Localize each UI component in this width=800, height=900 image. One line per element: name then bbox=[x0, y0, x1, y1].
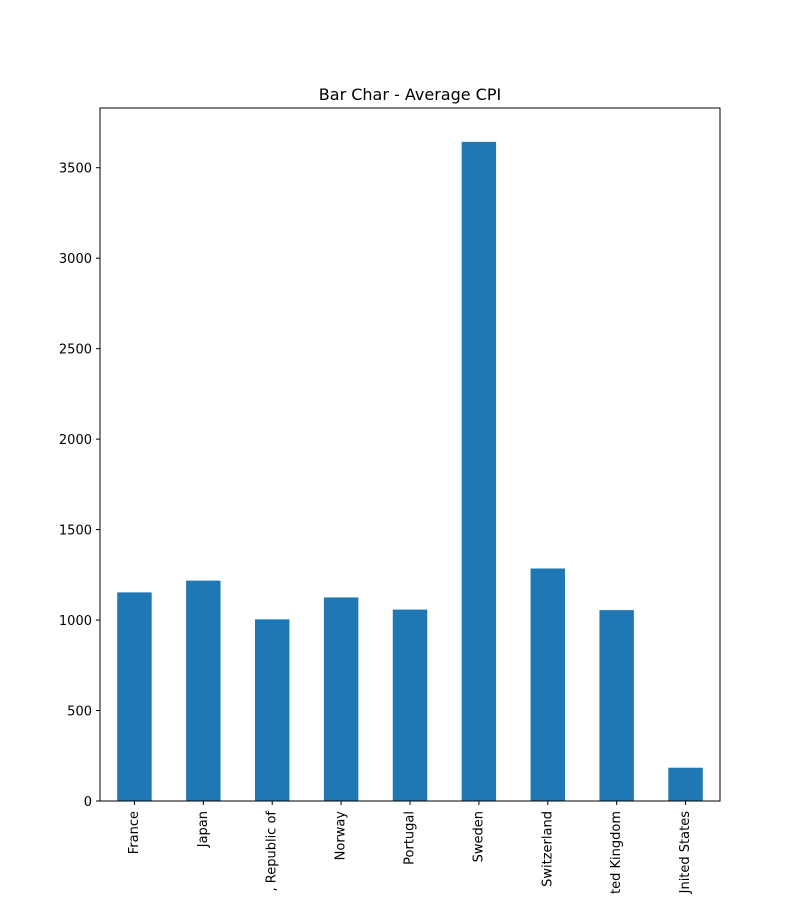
bar-france bbox=[117, 592, 152, 801]
y-axis: 0 500 1000 1500 2000 2500 3000 3500 bbox=[59, 162, 100, 810]
x-axis: France Japan , Republic of Norway Portugal Sw… bbox=[127, 801, 693, 894]
bar-united-states bbox=[668, 767, 703, 801]
y-tick-label: 1500 bbox=[59, 524, 92, 539]
y-tick-label: 500 bbox=[67, 705, 92, 720]
bar-norway bbox=[323, 597, 359, 801]
y-tick-label: 0 bbox=[84, 795, 92, 810]
bar-korea-republic-of bbox=[255, 619, 290, 801]
x-tick-label: Switzerland bbox=[540, 811, 555, 887]
x-tick-label: Portugal bbox=[403, 811, 418, 865]
bar-sweden bbox=[461, 141, 497, 802]
y-tick-label: 3000 bbox=[59, 252, 92, 267]
x-tick-label: Japan bbox=[196, 811, 211, 848]
bars-group bbox=[117, 141, 703, 802]
bar-united-kingdom bbox=[599, 610, 634, 801]
plot-frame bbox=[99, 107, 721, 802]
y-tick-label: 2000 bbox=[59, 433, 92, 448]
y-tick-label: 2500 bbox=[59, 343, 92, 358]
x-tick-label: France bbox=[127, 811, 142, 854]
x-tick-label: Norway bbox=[334, 811, 349, 861]
x-tick-label: Jnited States bbox=[678, 811, 693, 895]
y-tick-label: 1000 bbox=[59, 614, 92, 629]
x-tick-label: ted Kingdom bbox=[609, 811, 624, 894]
y-tick-label: 3500 bbox=[59, 162, 92, 177]
bar-portugal bbox=[392, 609, 428, 801]
bar-switzerland bbox=[530, 568, 565, 801]
x-tick-label: Sweden bbox=[471, 811, 486, 862]
bar-japan bbox=[186, 580, 221, 801]
x-tick-label: , Republic of bbox=[265, 811, 280, 892]
chart-title: Bar Char - Average CPI bbox=[319, 85, 501, 104]
